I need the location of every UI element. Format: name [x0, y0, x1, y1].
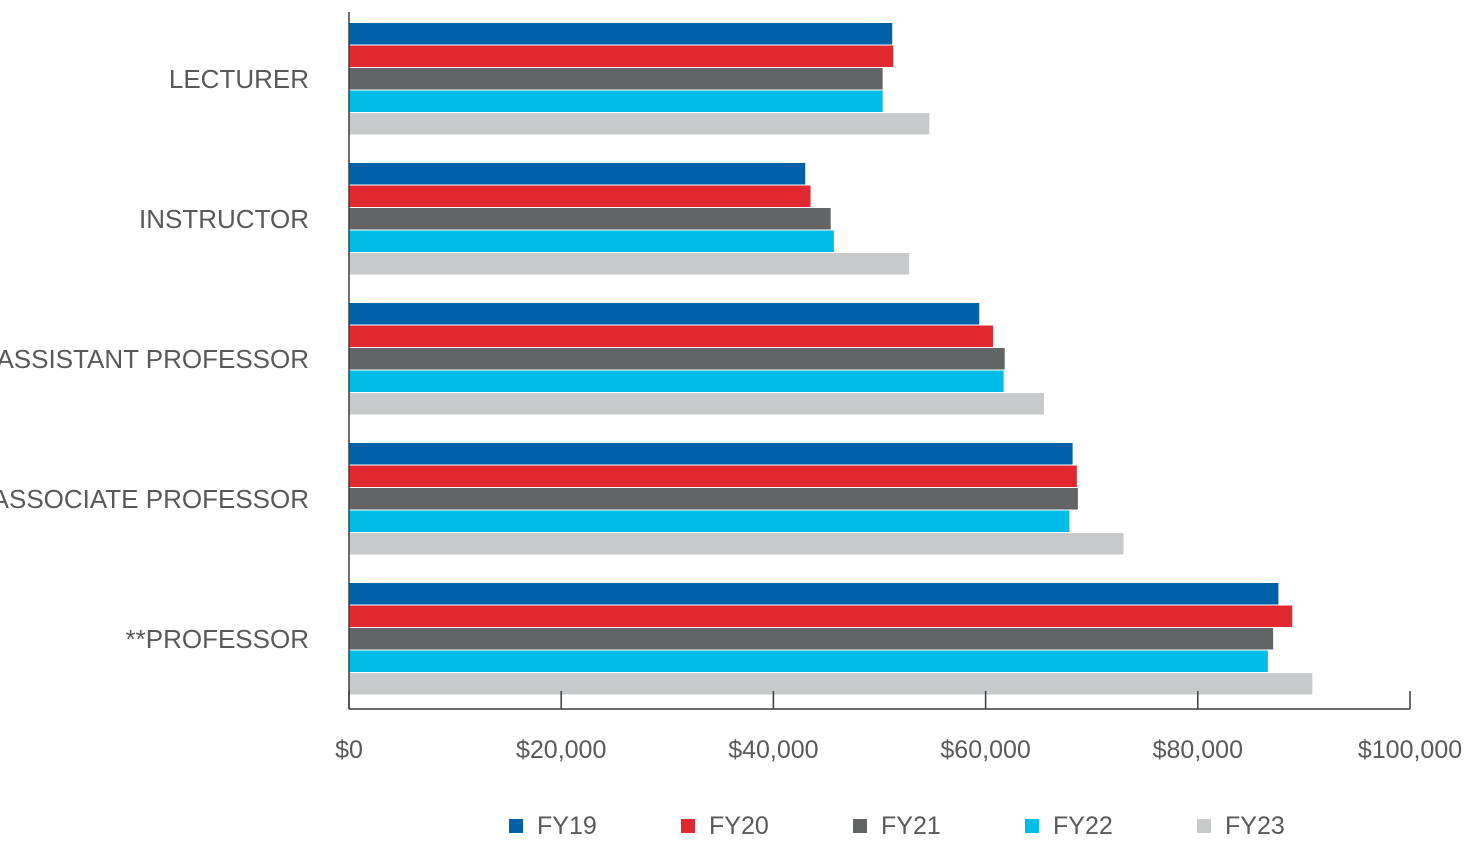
bar-professor-fy22 — [349, 650, 1268, 672]
x-tick-label-0: $0 — [335, 736, 363, 764]
bar-assistant-professor-fy22 — [349, 370, 1004, 392]
bar-professor-fy23 — [349, 673, 1313, 695]
bar-assistant-professor-fy19 — [349, 303, 980, 325]
legend-swatch-fy20 — [681, 819, 695, 833]
x-tick-label-100000: $100,000 — [1358, 736, 1462, 764]
legend-swatch-fy21 — [853, 819, 867, 833]
bars-layer — [349, 23, 1313, 695]
bar-instructor-fy19 — [349, 163, 806, 185]
x-tick-label-40000: $40,000 — [728, 736, 818, 764]
category-label-assistant-professor: ASSISTANT PROFESSOR — [0, 344, 309, 374]
bar-assistant-professor-fy20 — [349, 325, 994, 347]
legend-label-fy23: FY23 — [1225, 812, 1285, 840]
bar-instructor-fy23 — [349, 253, 910, 275]
bar-professor-fy21 — [349, 628, 1274, 650]
bar-associate-professor-fy23 — [349, 533, 1124, 555]
bar-associate-professor-fy22 — [349, 510, 1070, 532]
x-tick-label-20000: $20,000 — [516, 736, 606, 764]
x-tick-label-60000: $60,000 — [940, 736, 1030, 764]
legend: FY19 FY20 FY21 FY22 FY23 — [509, 812, 1285, 840]
bar-associate-professor-fy21 — [349, 488, 1078, 510]
bar-professor-fy19 — [349, 583, 1279, 605]
bar-lecturer-fy22 — [349, 90, 883, 112]
bar-instructor-fy21 — [349, 208, 831, 230]
x-tick-labels: $0 $20,000 $40,000 $60,000 $80,000 $100,000 — [335, 736, 1462, 764]
bar-instructor-fy20 — [349, 185, 811, 207]
bar-lecturer-fy19 — [349, 23, 893, 45]
bar-associate-professor-fy20 — [349, 465, 1077, 487]
bar-associate-professor-fy19 — [349, 443, 1073, 465]
category-label-instructor: INSTRUCTOR — [139, 204, 309, 234]
category-label-associate-professor: ASSOCIATE PROFESSOR — [0, 484, 309, 514]
category-label-lecturer: LECTURER — [169, 64, 309, 94]
legend-swatch-fy23 — [1197, 819, 1211, 833]
legend-label-fy21: FY21 — [881, 812, 941, 840]
legend-swatch-fy19 — [509, 819, 523, 833]
bar-instructor-fy22 — [349, 230, 834, 252]
bar-assistant-professor-fy21 — [349, 348, 1005, 370]
bar-lecturer-fy21 — [349, 68, 883, 90]
legend-label-fy20: FY20 — [709, 812, 769, 840]
bar-assistant-professor-fy23 — [349, 393, 1044, 415]
category-label-professor: **PROFESSOR — [126, 624, 310, 654]
bar-lecturer-fy20 — [349, 45, 894, 67]
legend-label-fy19: FY19 — [537, 812, 597, 840]
axis-layer — [348, 12, 1411, 710]
category-labels: LECTURER INSTRUCTOR ASSISTANT PROFESSOR ASS… — [0, 64, 309, 654]
bar-professor-fy20 — [349, 605, 1293, 627]
legend-swatch-fy22 — [1025, 819, 1039, 833]
bar-lecturer-fy23 — [349, 113, 930, 135]
x-tick-label-80000: $80,000 — [1153, 736, 1243, 764]
legend-label-fy22: FY22 — [1053, 812, 1113, 840]
